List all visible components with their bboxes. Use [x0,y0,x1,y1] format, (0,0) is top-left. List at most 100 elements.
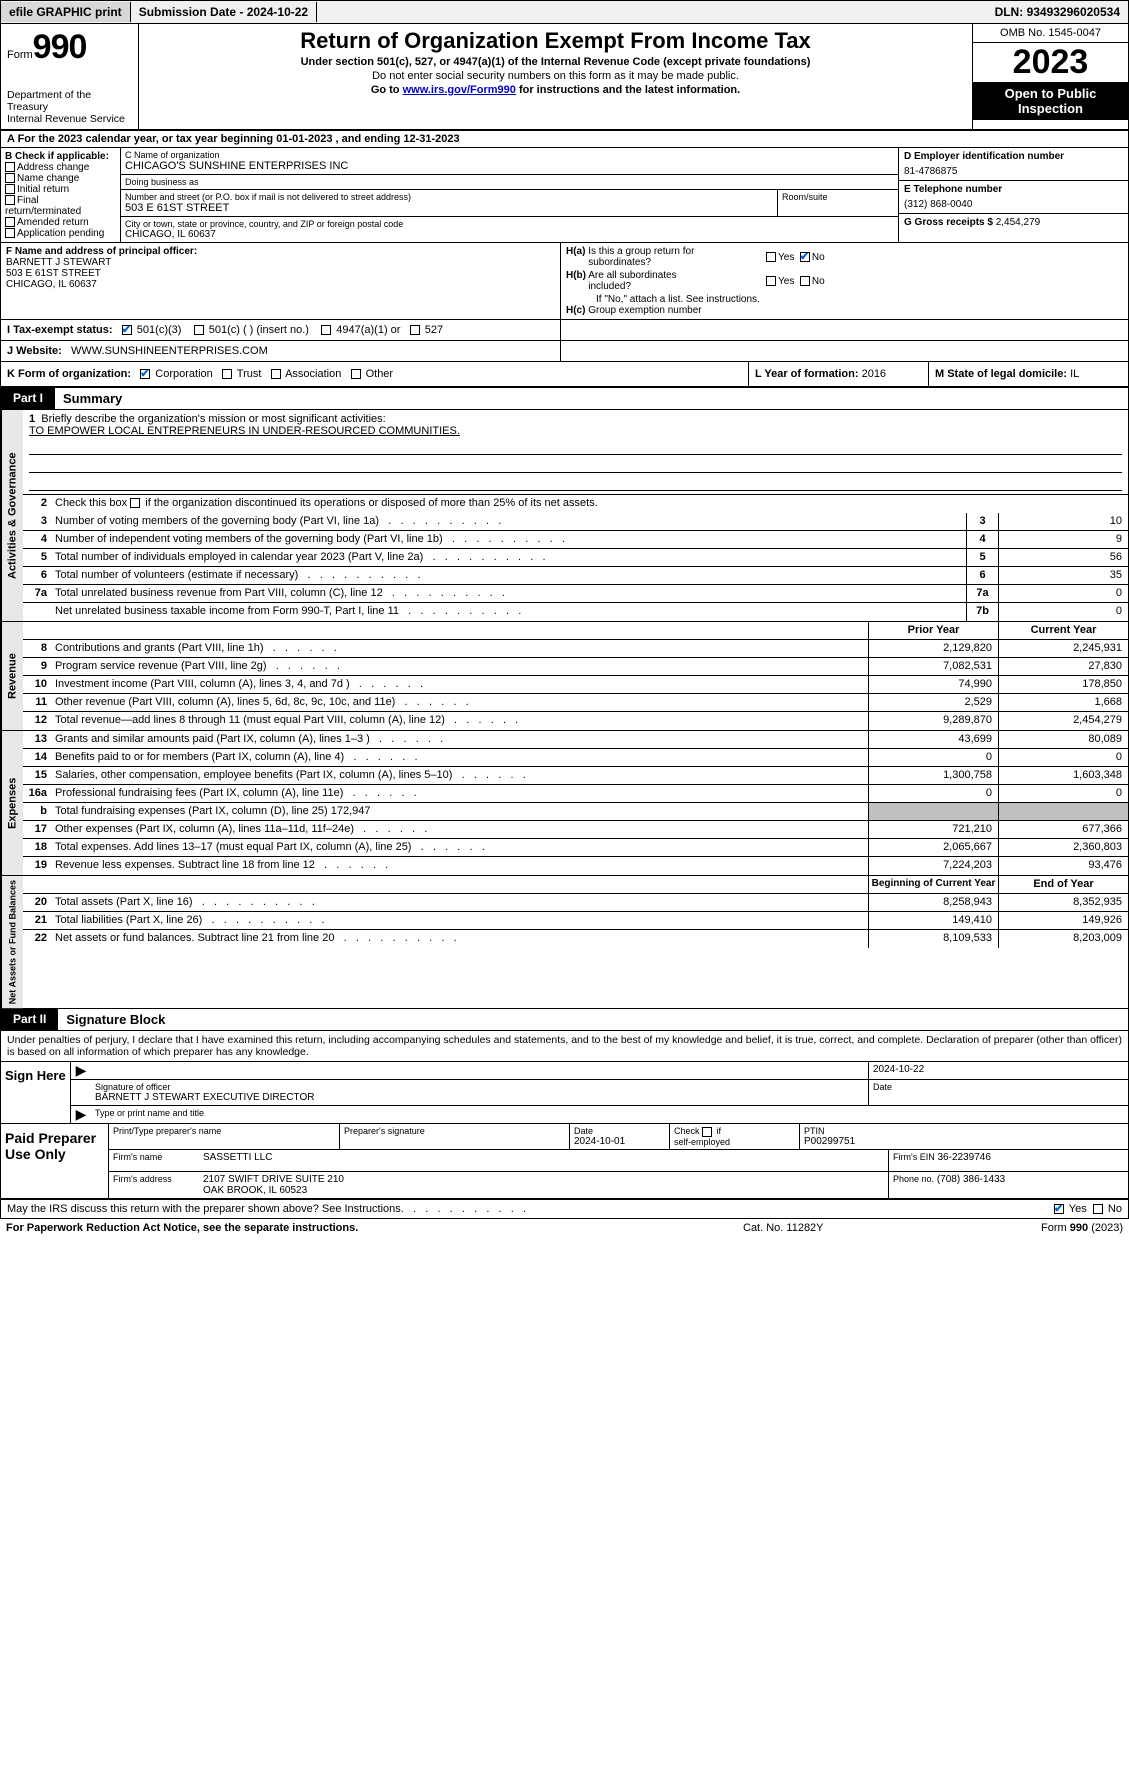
form-word: Form [7,49,33,61]
table-row: 9Program service revenue (Part VIII, lin… [23,658,1128,676]
declaration: Under penalties of perjury, I declare th… [0,1031,1129,1062]
chk-final-return[interactable] [5,195,15,205]
form-number: 990 [33,28,87,66]
state-domicile: IL [1070,368,1079,380]
part1-header: Part I Summary [0,388,1129,410]
box-b: B Check if applicable: Address change Na… [1,148,121,242]
year-formation: 2016 [862,368,886,380]
box-c: C Name of organization CHICAGO'S SUNSHIN… [121,148,898,242]
chk-assoc[interactable] [271,369,281,379]
table-row: 14Benefits paid to or for members (Part … [23,749,1128,767]
chk-527[interactable] [410,325,420,335]
table-row: 4Number of independent voting members of… [23,531,1128,549]
row-k: K Form of organization: Corporation Trus… [0,362,1129,388]
ptin: P00299751 [804,1136,1124,1147]
chk-app-pending[interactable] [5,228,15,238]
table-row: bTotal fundraising expenses (Part IX, co… [23,803,1128,821]
chk-501c3[interactable] [122,325,132,335]
chk-trust[interactable] [222,369,232,379]
box-h: H(a) Is this a group return for subordin… [561,243,1128,319]
dept-treasury: Department of the TreasuryInternal Reven… [7,89,132,125]
header-sub1: Under section 501(c), 527, or 4947(a)(1)… [145,56,966,68]
section-governance: Activities & Governance 1 Briefly descri… [0,410,1129,622]
open-to-public: Open to Public Inspection [973,82,1128,120]
website: WWW.SUNSHINEENTERPRISES.COM [71,345,268,357]
may-no[interactable] [1093,1204,1103,1214]
table-row: 5Total number of individuals employed in… [23,549,1128,567]
chk-self-employed[interactable] [702,1127,712,1137]
row-a-tax-year: A For the 2023 calendar year, or tax yea… [0,131,1129,148]
ein: 81-4786875 [904,166,1123,177]
org-city: CHICAGO, IL 60637 [125,229,894,240]
section-net-assets: Net Assets or Fund Balances Beginning of… [0,876,1129,1009]
mission: TO EMPOWER LOCAL ENTREPRENEURS IN UNDER-… [29,425,460,437]
table-row: 8Contributions and grants (Part VIII, li… [23,640,1128,658]
table-row: 13Grants and similar amounts paid (Part … [23,731,1128,749]
efile-print-button[interactable]: efile GRAPHIC print [1,2,131,22]
header-sub3: Go to www.irs.gov/Form990 for instructio… [145,84,966,96]
hb-yes[interactable] [766,276,776,286]
org-address: 503 E 61ST STREET [125,202,773,214]
firm-name: SASSETTI LLC [199,1150,888,1171]
ha-yes[interactable] [766,252,776,262]
footer: For Paperwork Reduction Act Notice, see … [0,1219,1129,1237]
section-revenue: Revenue Prior Year Current Year 8Contrib… [0,622,1129,731]
table-row: Net unrelated business taxable income fr… [23,603,1128,621]
box-degh: D Employer identification number 81-4786… [898,148,1128,242]
may-discuss-row: May the IRS discuss this return with the… [0,1200,1129,1219]
table-row: 19Revenue less expenses. Subtract line 1… [23,857,1128,875]
topbar: efile GRAPHIC print Submission Date - 20… [0,0,1129,24]
table-row: 3Number of voting members of the governi… [23,513,1128,531]
omb-number: OMB No. 1545-0047 [973,24,1128,43]
chk-corp[interactable] [140,369,150,379]
row-j: J Website: WWW.SUNSHINEENTERPRISES.COM [0,341,1129,362]
table-row: 22Net assets or fund balances. Subtract … [23,930,1128,948]
gross-receipts: 2,454,279 [996,217,1041,228]
table-row: 6Total number of volunteers (estimate if… [23,567,1128,585]
chk-name-change[interactable] [5,173,15,183]
org-name: CHICAGO'S SUNSHINE ENTERPRISES INC [125,160,894,172]
chk-initial-return[interactable] [5,184,15,194]
chk-501c[interactable] [194,325,204,335]
submission-date: Submission Date - 2024-10-22 [131,2,317,22]
tax-year: 2023 [973,43,1128,82]
chk-4947[interactable] [321,325,331,335]
row-i: I Tax-exempt status: 501(c)(3) 501(c) ( … [0,320,1129,341]
dln: DLN: 93493296020534 [987,2,1128,22]
block-fh: F Name and address of principal officer:… [0,243,1129,320]
may-yes[interactable] [1054,1204,1064,1214]
chk-address-change[interactable] [5,162,15,172]
section-expenses: Expenses 13Grants and similar amounts pa… [0,731,1129,876]
ha-no[interactable] [800,252,810,262]
table-row: 12Total revenue—add lines 8 through 11 (… [23,712,1128,730]
box-f: F Name and address of principal officer:… [1,243,561,319]
block-bcdeg: B Check if applicable: Address change Na… [0,148,1129,243]
table-row: 11Other revenue (Part VIII, column (A), … [23,694,1128,712]
form-header: Form990 Department of the TreasuryIntern… [0,24,1129,131]
sign-block: Sign Here ▶ 2024-10-22 Signature of offi… [0,1062,1129,1124]
table-row: 21Total liabilities (Part X, line 26)149… [23,912,1128,930]
phone: (312) 868-0040 [904,199,1123,210]
table-row: 15Salaries, other compensation, employee… [23,767,1128,785]
table-row: 16aProfessional fundraising fees (Part I… [23,785,1128,803]
firm-ein: 36-2239746 [938,1152,991,1163]
chk-amended[interactable] [5,217,15,227]
table-row: 7aTotal unrelated business revenue from … [23,585,1128,603]
officer-signature: BARNETT J STEWART EXECUTIVE DIRECTOR [95,1092,864,1103]
firm-phone: (708) 386-1433 [937,1174,1005,1185]
officer-name: BARNETT J STEWART [6,257,555,268]
header-sub2: Do not enter social security numbers on … [145,70,966,82]
hb-no[interactable] [800,276,810,286]
arrow-icon: ▶ [71,1106,91,1123]
part2-header: Part II Signature Block [0,1009,1129,1031]
table-row: 17Other expenses (Part IX, column (A), l… [23,821,1128,839]
form-title: Return of Organization Exempt From Incom… [145,28,966,54]
chk-other[interactable] [351,369,361,379]
irs-link[interactable]: www.irs.gov/Form990 [403,84,516,96]
table-row: 10Investment income (Part VIII, column (… [23,676,1128,694]
chk-discontinued[interactable] [130,498,140,508]
preparer-block: Paid Preparer Use Only Print/Type prepar… [0,1124,1129,1200]
table-row: 20Total assets (Part X, line 16)8,258,94… [23,894,1128,912]
arrow-icon: ▶ [71,1062,91,1079]
table-row: 18Total expenses. Add lines 13–17 (must … [23,839,1128,857]
